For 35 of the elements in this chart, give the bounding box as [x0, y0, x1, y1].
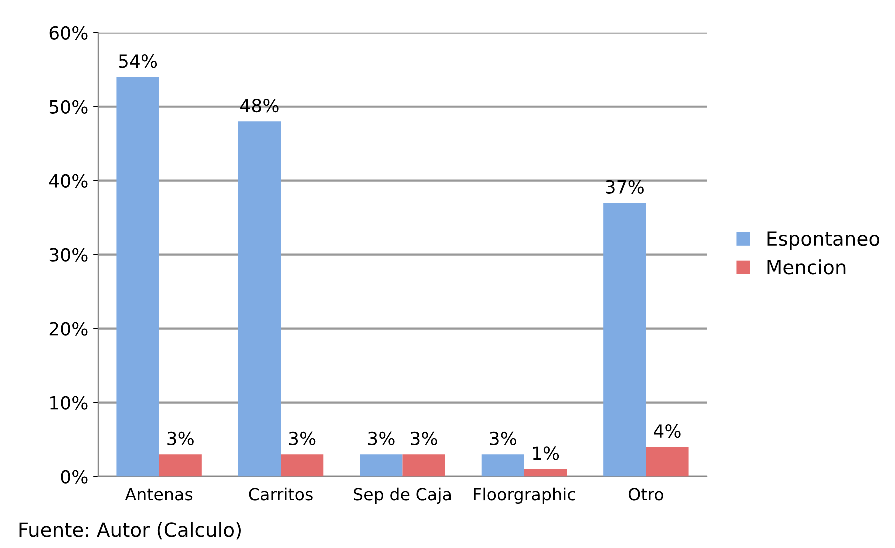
data-label: 48%: [240, 98, 279, 113]
bar: [238, 122, 282, 477]
y-tick-label: 10%: [50, 396, 88, 410]
source-note: Fuente: Autor (Calculo): [20, 522, 241, 540]
data-label: 54%: [119, 54, 158, 68]
bar: [360, 454, 403, 477]
data-label: 3%: [490, 432, 516, 446]
bar: [281, 454, 324, 477]
x-tick-label: Antenas: [125, 488, 193, 501]
bar: [402, 454, 446, 477]
x-tick-label: Floorgraphic: [474, 488, 576, 504]
data-label: 37%: [606, 180, 644, 194]
y-tick-label: 50%: [50, 100, 88, 114]
data-label: 3%: [289, 432, 316, 446]
data-label: 3%: [168, 432, 194, 446]
x-tick-label: Otro: [628, 488, 664, 501]
data-label: 4%: [654, 424, 681, 438]
bar: [524, 469, 568, 477]
y-tick-label: 20%: [50, 322, 88, 336]
legend-label: Mencion: [768, 260, 846, 275]
bar: [116, 77, 160, 477]
bar: [604, 203, 646, 477]
y-tick-label: 0%: [61, 470, 88, 484]
bar: [159, 454, 202, 477]
data-label: 1%: [533, 446, 560, 460]
bar: [646, 447, 689, 477]
bar: [482, 454, 524, 477]
y-tick-label: 40%: [49, 174, 88, 188]
x-tick-label: Sep de Caja: [354, 488, 452, 504]
data-label: 3%: [368, 432, 395, 446]
y-tick-label: 30%: [50, 248, 88, 262]
data-label: 3%: [411, 432, 438, 446]
y-tick-label: 60%: [50, 26, 88, 40]
legend-label: Espontaneo: [768, 232, 880, 250]
x-tick-label: Carritos: [249, 488, 313, 501]
